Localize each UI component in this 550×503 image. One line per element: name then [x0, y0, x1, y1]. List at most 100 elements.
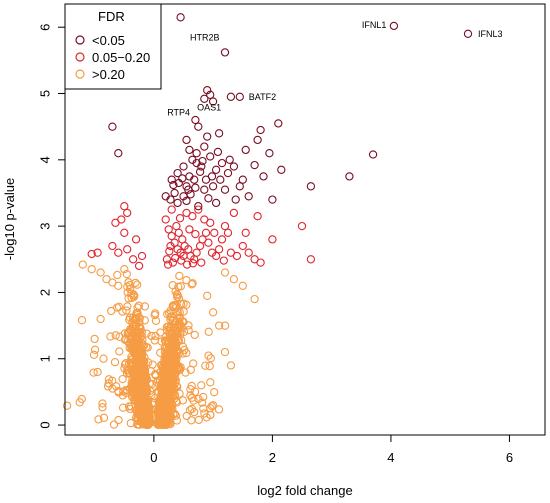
- point-ns: [190, 407, 199, 417]
- point-mid: [111, 218, 120, 227]
- point-ns: [122, 306, 131, 315]
- point-ns: [93, 367, 102, 377]
- point-ns: [163, 346, 172, 355]
- x-tick-label: 6: [506, 450, 513, 465]
- point-ns: [190, 330, 199, 340]
- point-mid: [166, 241, 175, 251]
- point-ns: [161, 396, 170, 405]
- point-sig: [176, 13, 185, 22]
- point-sig: [225, 155, 234, 164]
- legend-marker-mid: [75, 52, 85, 62]
- point-ns: [140, 316, 149, 325]
- point-mid: [168, 258, 178, 267]
- point-ns: [124, 278, 133, 287]
- point-ns: [187, 381, 196, 391]
- point-sig: [368, 150, 378, 159]
- point-ns: [110, 358, 120, 367]
- point-ns: [166, 315, 175, 324]
- point-ns: [199, 404, 208, 413]
- point-mid: [229, 208, 239, 218]
- point-ns: [118, 374, 127, 384]
- point-ns: [151, 331, 160, 341]
- point-sig: [206, 152, 215, 161]
- point-sig: [250, 160, 259, 170]
- point-ns: [204, 351, 213, 360]
- point-ns: [131, 348, 140, 358]
- point-ns: [187, 393, 197, 403]
- point-mid: [120, 228, 129, 237]
- point-sig: [114, 149, 123, 158]
- point-ns: [166, 368, 175, 378]
- point-ns: [162, 349, 172, 358]
- point-ns: [194, 415, 203, 425]
- point-sig: [178, 174, 187, 183]
- point-ns: [169, 336, 178, 345]
- point-ns: [168, 316, 177, 326]
- point-sig: [197, 162, 206, 171]
- point-ns: [210, 388, 219, 397]
- point-ns: [165, 328, 174, 337]
- point-mid: [165, 247, 174, 256]
- point-ns: [90, 334, 99, 344]
- point-ns: [238, 281, 247, 290]
- point-ns: [184, 326, 193, 335]
- point-sig: [229, 162, 239, 171]
- point-sig: [198, 156, 207, 166]
- point-mid: [244, 248, 253, 257]
- point-ns: [114, 388, 123, 397]
- point-ns: [123, 337, 132, 346]
- point-ns: [162, 361, 172, 371]
- point-ns: [204, 327, 213, 336]
- point-ns: [175, 271, 184, 281]
- y-tick-label: 2: [38, 289, 53, 296]
- point-mid: [108, 241, 117, 251]
- point-sig: [211, 198, 221, 208]
- point-mid: [128, 255, 138, 264]
- point-ns: [187, 280, 196, 289]
- point-ns: [203, 291, 212, 300]
- point-ns: [125, 369, 134, 378]
- point-ns: [182, 411, 191, 421]
- point-ns: [136, 349, 145, 358]
- point-mid: [232, 251, 242, 261]
- point-sig: [200, 185, 209, 194]
- point-sig: [182, 135, 191, 145]
- point-ns: [250, 294, 259, 304]
- point-ns: [164, 383, 173, 393]
- point-ns: [157, 337, 166, 346]
- point-sig: [204, 194, 213, 203]
- point-label: OAS1: [197, 103, 221, 113]
- point-mid: [123, 208, 132, 218]
- point-mid: [172, 221, 181, 231]
- point-ns: [220, 321, 230, 330]
- point-ns: [99, 413, 109, 422]
- point-ns: [187, 416, 196, 425]
- point-ns: [127, 327, 136, 336]
- point-ns: [209, 401, 218, 410]
- point-ns: [164, 415, 173, 424]
- point-label: IFNL3: [478, 29, 503, 39]
- point-ns: [151, 370, 160, 379]
- point-ns: [133, 370, 142, 379]
- point-sig: [194, 122, 203, 131]
- point-mid: [268, 235, 277, 244]
- point-sig: [170, 188, 179, 198]
- point-sig: [182, 196, 191, 206]
- point-mid: [185, 225, 194, 234]
- point-sig: [186, 190, 195, 199]
- point-sig: [173, 198, 182, 208]
- point-sig: [185, 145, 194, 155]
- point-sig: [213, 147, 223, 157]
- point-sig: [173, 168, 182, 178]
- point-mid: [164, 225, 173, 234]
- point-mid: [297, 221, 307, 231]
- point-ns: [129, 292, 139, 302]
- plot-frame: [64, 3, 546, 436]
- point-ns: [132, 413, 141, 422]
- point-ns: [123, 302, 132, 311]
- legend: FDR <0.05 0.05−0.20 >0.20: [64, 3, 162, 90]
- point-mid: [217, 235, 227, 244]
- point-ns: [104, 375, 114, 384]
- point-mid: [174, 228, 183, 237]
- point-sig: [226, 92, 236, 101]
